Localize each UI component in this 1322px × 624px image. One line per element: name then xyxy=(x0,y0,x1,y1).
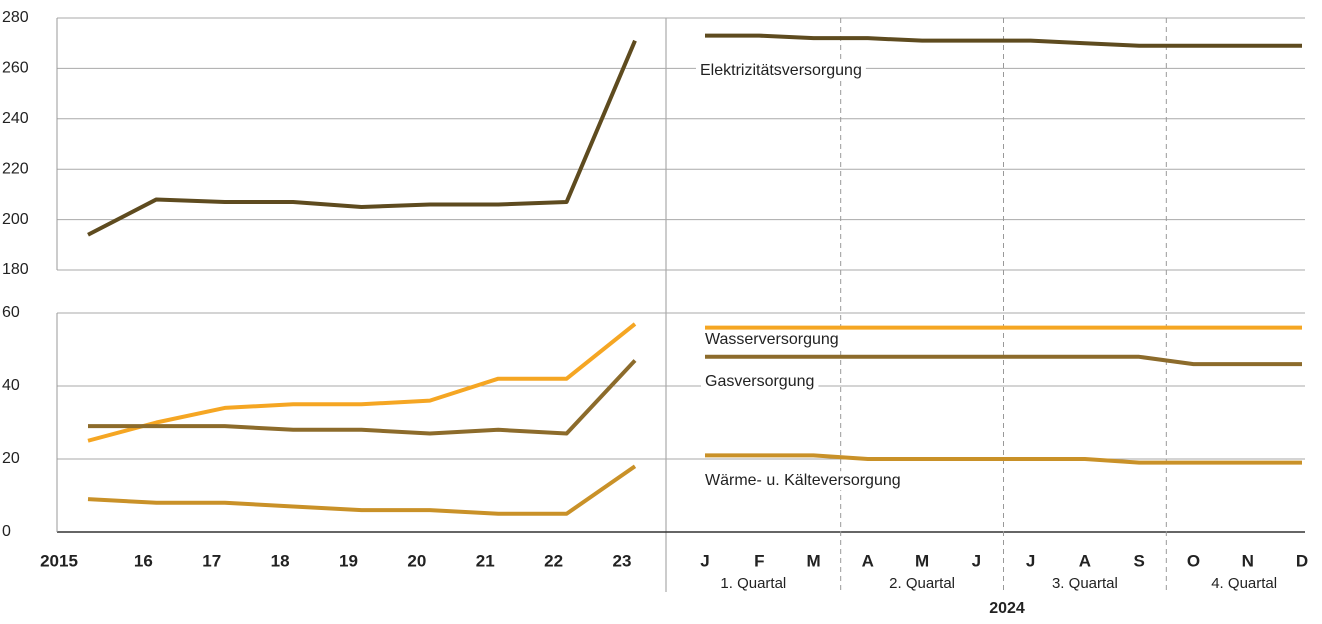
x-tick-label: 17 xyxy=(202,551,221,570)
y-tick-label: 40 xyxy=(2,377,20,394)
series-label: Elektrizitätsversorgung xyxy=(700,62,862,79)
y-tick-label: 240 xyxy=(2,110,29,127)
series-line xyxy=(87,39,637,237)
y-tick-label: 220 xyxy=(2,160,29,177)
quarter-label: 3. Quartal xyxy=(1052,575,1118,592)
y-tick-label: 180 xyxy=(2,261,29,278)
series-line xyxy=(87,322,637,443)
x-tick-label: J xyxy=(972,551,981,570)
x-tick-label: 20 xyxy=(407,551,426,570)
x-tick-label: 18 xyxy=(271,551,290,570)
x-tick-label: 23 xyxy=(613,551,632,570)
label-background xyxy=(696,61,866,81)
y-tick-label: 200 xyxy=(2,211,29,228)
x-tick-label: O xyxy=(1187,551,1200,570)
x-tick-label: M xyxy=(915,551,929,570)
series-line xyxy=(705,354,1302,367)
series-line xyxy=(88,359,637,436)
label-background xyxy=(701,471,905,491)
x-tick-label: 19 xyxy=(339,551,358,570)
series-label: Gasversorgung xyxy=(705,373,814,390)
series-label: Wasserversorgung xyxy=(705,331,839,348)
x-tick-label: S xyxy=(1134,551,1145,570)
y-tick-label: 20 xyxy=(2,450,20,467)
label-background xyxy=(701,372,819,392)
x-tick-label: J xyxy=(700,551,709,570)
x-tick-label: M xyxy=(806,551,820,570)
label-background xyxy=(701,330,843,350)
period-label: 2024 xyxy=(989,600,1025,617)
quarter-label: 2. Quartal xyxy=(889,575,955,592)
x-tick-label: A xyxy=(1079,551,1091,570)
x-tick-label: 22 xyxy=(544,551,563,570)
y-tick-label: 280 xyxy=(2,9,29,26)
y-tick-label: 0 xyxy=(2,523,11,540)
quarter-label: 4. Quartal xyxy=(1211,575,1277,592)
series-line xyxy=(705,33,1302,48)
y-tick-label: 60 xyxy=(2,304,20,321)
x-tick-label: F xyxy=(754,551,764,570)
series-line xyxy=(87,464,637,516)
y-tick-label: 260 xyxy=(2,60,29,77)
x-tick-label: 21 xyxy=(476,551,495,570)
quarter-label: 1. Quartal xyxy=(720,575,786,592)
x-tick-label: D xyxy=(1296,551,1308,570)
series-line xyxy=(705,453,1302,465)
x-tick-label: N xyxy=(1242,551,1254,570)
x-tick-label: J xyxy=(1026,551,1035,570)
x-tick-label: 2015 xyxy=(40,551,78,570)
x-tick-label: 16 xyxy=(134,551,153,570)
series-label: Wärme- u. Kälteversorgung xyxy=(705,472,901,489)
x-tick-label: A xyxy=(862,551,874,570)
